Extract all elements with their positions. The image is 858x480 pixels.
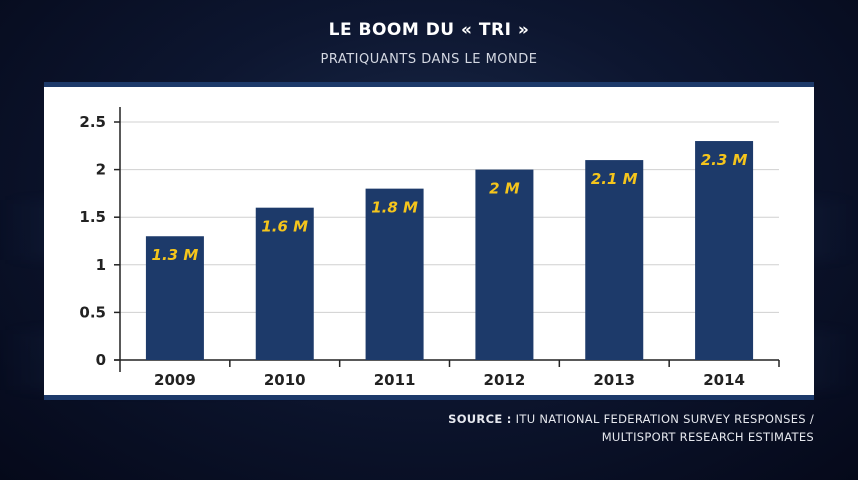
bar: [365, 188, 424, 360]
bar: [255, 207, 314, 360]
data-label: 2.3 M: [701, 151, 748, 169]
x-tick-label: 2012: [484, 371, 526, 389]
x-tick-label: 2011: [374, 371, 416, 389]
source-label: SOURCE :: [448, 412, 512, 426]
data-label: 2 M: [489, 180, 520, 198]
x-tick-label: 2014: [703, 371, 745, 389]
y-tick-label: 1: [96, 256, 106, 274]
data-label: 1.8 M: [371, 199, 418, 217]
source-line-2: MULTISPORT RESEARCH ESTIMATES: [601, 430, 814, 444]
data-label: 2.1 M: [591, 170, 638, 188]
chart-panel: 0 0.5 1 1.5 2 2.5 1.3 M 2009 1.6 M 2010 1.8 M 2011 2…: [44, 82, 814, 400]
bar-chart: 0 0.5 1 1.5 2 2.5 1.3 M 2009 1.6 M 2010 1.8 M 2011 2…: [79, 107, 780, 389]
y-tick-label: 0: [96, 351, 106, 369]
bar: [475, 169, 534, 360]
data-label: 1.3 M: [152, 246, 199, 264]
bar: [695, 141, 754, 360]
y-tick-label: 2.5: [79, 113, 106, 131]
y-tick-label: 1.5: [79, 208, 106, 226]
x-tick-label: 2013: [593, 371, 635, 389]
source-line-1: ITU NATIONAL FEDERATION SURVEY RESPONSES…: [515, 412, 814, 426]
bar: [145, 236, 204, 360]
source-note: SOURCE : ITU NATIONAL FEDERATION SURVEY …: [448, 410, 814, 446]
y-tick-label: 2: [96, 161, 106, 179]
x-tick-label: 2010: [264, 371, 306, 389]
y-tick-label: 0.5: [79, 303, 106, 321]
data-label: 1.6 M: [261, 218, 308, 236]
x-tick-label: 2009: [154, 371, 196, 389]
chart-subtitle: PRATIQUANTS DANS LE MONDE: [320, 52, 538, 67]
chart-title: LE BOOM DU « TRI »: [328, 20, 530, 40]
bar: [585, 160, 644, 360]
